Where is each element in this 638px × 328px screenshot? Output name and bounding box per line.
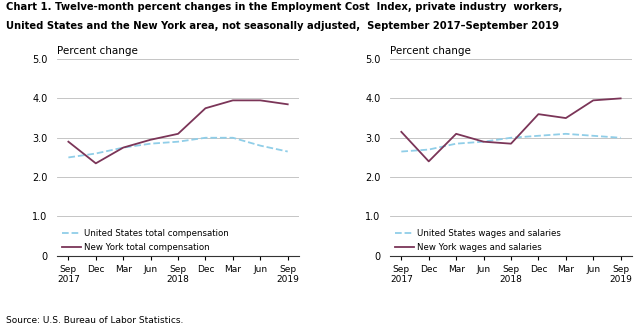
Line: New York total compensation: New York total compensation	[68, 100, 288, 163]
Legend: United States total compensation, New York total compensation: United States total compensation, New Yo…	[62, 229, 229, 252]
Line: New York wages and salaries: New York wages and salaries	[401, 98, 621, 161]
New York wages and salaries	[535, 112, 542, 116]
United States wages and salaries	[397, 150, 405, 154]
United States total compensation	[284, 150, 292, 154]
United States wages and salaries	[535, 134, 542, 138]
United States total compensation	[174, 140, 182, 144]
New York total compensation	[202, 106, 209, 110]
United States total compensation	[64, 155, 72, 159]
New York total compensation	[92, 161, 100, 165]
New York total compensation	[174, 132, 182, 136]
New York total compensation	[119, 146, 127, 150]
United States wages and salaries	[452, 142, 460, 146]
New York wages and salaries	[590, 98, 597, 102]
United States wages and salaries	[480, 140, 487, 144]
United States total compensation	[229, 136, 237, 140]
New York wages and salaries	[507, 142, 515, 146]
Legend: United States wages and salaries, New York wages and salaries: United States wages and salaries, New Yo…	[395, 229, 561, 252]
United States wages and salaries	[425, 148, 433, 152]
New York wages and salaries	[480, 140, 487, 144]
New York total compensation	[229, 98, 237, 102]
Text: United States and the New York area, not seasonally adjusted,  September 2017–Se: United States and the New York area, not…	[6, 21, 560, 31]
New York wages and salaries	[452, 132, 460, 136]
United States total compensation	[119, 146, 127, 150]
United States wages and salaries	[590, 134, 597, 138]
United States total compensation	[256, 144, 264, 148]
New York wages and salaries	[562, 116, 570, 120]
New York total compensation	[256, 98, 264, 102]
New York total compensation	[147, 138, 154, 142]
New York wages and salaries	[617, 96, 625, 100]
New York wages and salaries	[397, 130, 405, 134]
New York wages and salaries	[425, 159, 433, 163]
United States wages and salaries	[562, 132, 570, 136]
Text: Percent change: Percent change	[390, 46, 471, 56]
United States wages and salaries	[617, 136, 625, 140]
United States total compensation	[202, 136, 209, 140]
Line: United States total compensation: United States total compensation	[68, 138, 288, 157]
United States wages and salaries	[507, 136, 515, 140]
Text: Source: U.S. Bureau of Labor Statistics.: Source: U.S. Bureau of Labor Statistics.	[6, 316, 184, 325]
Text: Chart 1. Twelve-month percent changes in the Employment Cost  Index, private ind: Chart 1. Twelve-month percent changes in…	[6, 2, 563, 11]
Text: Percent change: Percent change	[57, 46, 138, 56]
United States total compensation	[92, 152, 100, 155]
New York total compensation	[284, 102, 292, 106]
Line: United States wages and salaries: United States wages and salaries	[401, 134, 621, 152]
United States total compensation	[147, 142, 154, 146]
New York total compensation	[64, 140, 72, 144]
